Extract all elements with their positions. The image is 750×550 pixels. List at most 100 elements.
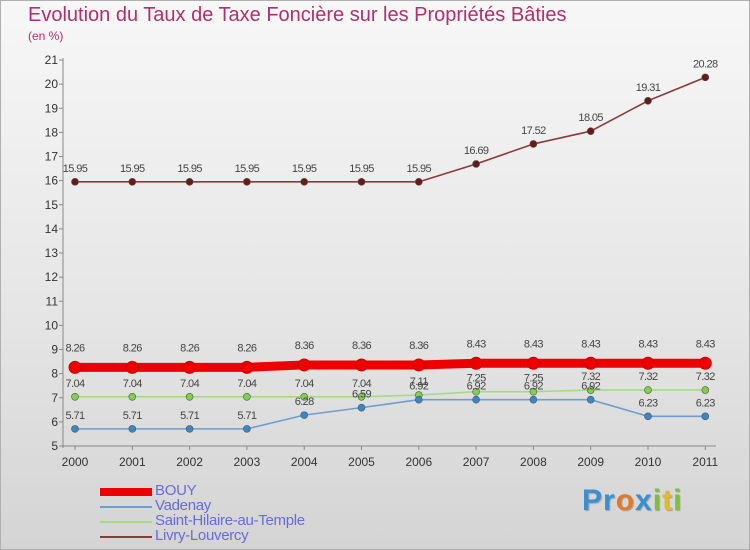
- data-label: 8.26: [180, 342, 199, 354]
- data-label: 7.04: [237, 378, 256, 390]
- data-label: 7.11: [410, 376, 429, 388]
- data-point: [526, 356, 540, 370]
- data-label: 7.25: [467, 373, 486, 385]
- data-labels: 8.26 8.26 8.26 8.26 8.36 8.36 8.36 8.43 8.43 8.43…: [63, 58, 719, 422]
- data-label: 8.36: [295, 340, 314, 352]
- logo-letter: i: [673, 484, 683, 517]
- logo-letter: r: [603, 484, 616, 517]
- data-label: 6.28: [295, 396, 314, 408]
- data-label: 8.43: [638, 338, 657, 350]
- y-tick-label: 21: [45, 53, 59, 67]
- data-label: 8.43: [524, 338, 543, 350]
- series-line-saint-hilaire-au-temple: [74, 389, 707, 398]
- data-label: 8.36: [409, 340, 428, 352]
- chart-title: Evolution du Taux de Taxe Foncière sur l…: [28, 4, 567, 26]
- y-tick-label: 14: [45, 222, 59, 236]
- x-tick-label: 2002: [176, 455, 203, 469]
- data-point: [641, 356, 655, 370]
- logo-letter: i: [652, 484, 663, 517]
- data-label: 18.05: [578, 112, 603, 124]
- data-label: 7.04: [123, 378, 142, 390]
- legend-label: Vadenay: [155, 497, 212, 514]
- y-tick-label: 11: [46, 294, 59, 308]
- data-point: [300, 392, 309, 401]
- legend-swatch: [100, 521, 152, 523]
- logo-letter: o: [615, 484, 636, 517]
- data-point: [357, 178, 366, 186]
- y-tick-label: 15: [45, 198, 59, 212]
- data-label: 7.04: [352, 378, 371, 390]
- series-line-vadenay: [74, 398, 707, 430]
- data-point: [698, 356, 712, 370]
- data-label: 8.26: [123, 342, 142, 354]
- data-point: [644, 386, 652, 394]
- legend-swatch: [100, 506, 152, 508]
- data-label: 7.04: [295, 378, 314, 390]
- series-layer: [68, 73, 712, 433]
- data-point: [529, 140, 538, 148]
- data-point: [71, 178, 79, 186]
- x-tick-label: 2011: [692, 455, 718, 469]
- data-label: 7.32: [638, 371, 657, 383]
- legend-label: BOUY: [155, 482, 197, 499]
- data-label: 15.95: [292, 163, 317, 175]
- data-point: [586, 386, 595, 394]
- proxiti-logo: Proxiti: [582, 484, 682, 518]
- data-point: [125, 360, 139, 374]
- data-point: [183, 360, 197, 374]
- data-point: [701, 73, 710, 82]
- data-label: 16.69: [464, 145, 489, 157]
- data-point: [71, 392, 79, 401]
- data-point: [297, 358, 311, 372]
- data-point: [357, 403, 366, 412]
- data-point: [185, 178, 194, 186]
- data-point: [128, 392, 137, 401]
- data-label: 15.95: [63, 163, 88, 175]
- data-label: 7.32: [696, 371, 715, 383]
- data-label: 5.71: [65, 410, 84, 422]
- y-tick-label: 5: [51, 439, 58, 453]
- data-point: [644, 96, 652, 105]
- x-tick-label: 2003: [234, 455, 261, 469]
- x-tick-label: 2010: [635, 455, 662, 469]
- data-label: 5.71: [237, 410, 256, 422]
- data-label: 17.52: [521, 125, 546, 137]
- logo-letter: t: [662, 484, 674, 517]
- data-point: [644, 412, 652, 421]
- data-point: [586, 395, 595, 404]
- data-label: 8.43: [581, 338, 600, 350]
- data-label: 6.92: [524, 381, 543, 393]
- data-label: 15.95: [235, 163, 260, 175]
- data-label: 19.31: [636, 82, 661, 94]
- axes: 5 6 7 8 9 10 11 12 13 14 15 16 17 18 19 20 21 2000 2001 200…: [45, 53, 719, 469]
- y-tick-label: 8: [51, 367, 58, 381]
- legend-swatch: [100, 488, 152, 496]
- data-label: 8.43: [467, 338, 486, 350]
- data-label: 7.04: [180, 378, 199, 390]
- data-point: [469, 356, 483, 370]
- series-line-livry-louvercy: [74, 76, 707, 183]
- data-point: [357, 392, 366, 401]
- data-point: [243, 392, 251, 401]
- x-tick-label: 2005: [348, 455, 375, 469]
- data-label: 6.92: [409, 381, 428, 393]
- data-point: [185, 392, 194, 401]
- data-label: 8.43: [696, 338, 715, 350]
- y-tick-label: 6: [51, 415, 58, 429]
- y-tick-label: 19: [45, 101, 59, 115]
- data-label: 15.95: [407, 163, 432, 175]
- data-label: 6.92: [467, 381, 486, 393]
- data-point: [68, 360, 82, 374]
- x-tick-label: 2004: [291, 455, 318, 469]
- y-tick-label: 9: [51, 343, 58, 357]
- x-tick-label: 2009: [577, 455, 604, 469]
- data-label: 6.92: [581, 381, 600, 393]
- y-tick-label: 7: [51, 391, 58, 405]
- x-tick-label: 2007: [463, 455, 490, 469]
- y-tick-label: 20: [45, 77, 59, 91]
- data-point: [243, 178, 251, 186]
- data-point: [412, 358, 426, 372]
- data-point: [529, 395, 538, 404]
